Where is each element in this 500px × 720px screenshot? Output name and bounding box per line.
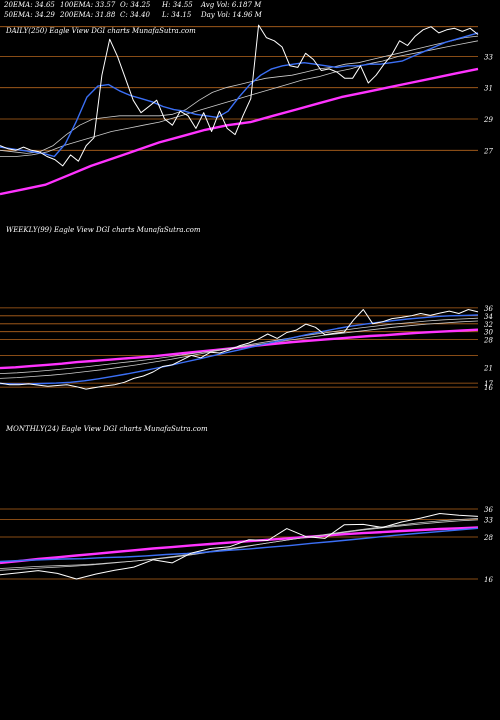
y-tick-label: 36 [484, 305, 493, 313]
header-ema50: 50EMA: 34.29 [4, 11, 55, 19]
series-line-ema50 [0, 35, 479, 154]
y-tick-label: 33 [484, 517, 493, 525]
y-tick-label: 27 [483, 147, 493, 155]
y-tick-label: 17 [484, 380, 493, 388]
series-line-ema50 [0, 518, 479, 569]
series-line-ema20 [0, 527, 479, 563]
header-stats: 20EMA: 34.65 100EMA: 33.57 O: 34.25 H: 3… [3, 1, 263, 19]
series-line-ema100 [0, 519, 479, 571]
series-line-ema50 [0, 317, 479, 379]
header-close: C: 34.40 [120, 11, 151, 19]
header-high: H: 34.55 [161, 1, 193, 9]
series-line-ema100 [0, 40, 479, 157]
panel-title: MONTHLY(24) Eagle View DGI charts Munafa… [5, 425, 208, 433]
header-day-vol: Day Vol: 14.96 M [200, 11, 263, 19]
y-tick-label: 31 [484, 85, 493, 93]
series-line-price [0, 513, 479, 580]
y-tick-label: 33 [484, 53, 493, 61]
header-open: O: 34.25 [120, 1, 151, 9]
series-line-price [0, 309, 479, 390]
daily-panel: DAILY(250) Eagle View DGI charts MunafaS… [0, 24, 493, 196]
monthly-panel: MONTHLY(24) Eagle View DGI charts Munafa… [0, 425, 493, 584]
weekly-panel: WEEKLY(99) Eagle View DGI charts MunafaS… [0, 226, 493, 392]
y-tick-label: 28 [483, 534, 493, 542]
series-line-price [0, 24, 479, 167]
y-tick-label: 28 [483, 337, 493, 345]
header-low: L: 34.15 [161, 11, 192, 19]
series-line-ema20 [0, 314, 479, 385]
y-tick-label: 29 [483, 116, 493, 124]
series-line-ema200 [0, 526, 479, 565]
panel-title: DAILY(250) Eagle View DGI charts MunafaS… [5, 27, 196, 35]
header-ema100: 100EMA: 33.57 [60, 1, 116, 9]
y-tick-label: 32 [484, 321, 493, 329]
y-tick-label: 21 [483, 364, 493, 372]
y-tick-label: 36 [484, 506, 493, 514]
y-tick-label: 30 [484, 329, 493, 337]
series-line-ema200 [0, 328, 479, 370]
series-line-ema100 [0, 320, 479, 374]
series-line-ema20 [0, 32, 479, 158]
panel-title: WEEKLY(99) Eagle View DGI charts MunafaS… [6, 226, 201, 234]
series-line-ema200 [0, 67, 479, 196]
y-tick-label: 34 [484, 313, 493, 321]
header-ema20: 20EMA: 34.65 [3, 1, 55, 9]
header-avg-vol: Avg Vol: 6.187 M [200, 1, 262, 9]
y-tick-label: 16 [484, 576, 493, 584]
header-ema200: 200EMA: 31.88 [59, 11, 116, 19]
y-tick-label: 16 [484, 384, 493, 392]
